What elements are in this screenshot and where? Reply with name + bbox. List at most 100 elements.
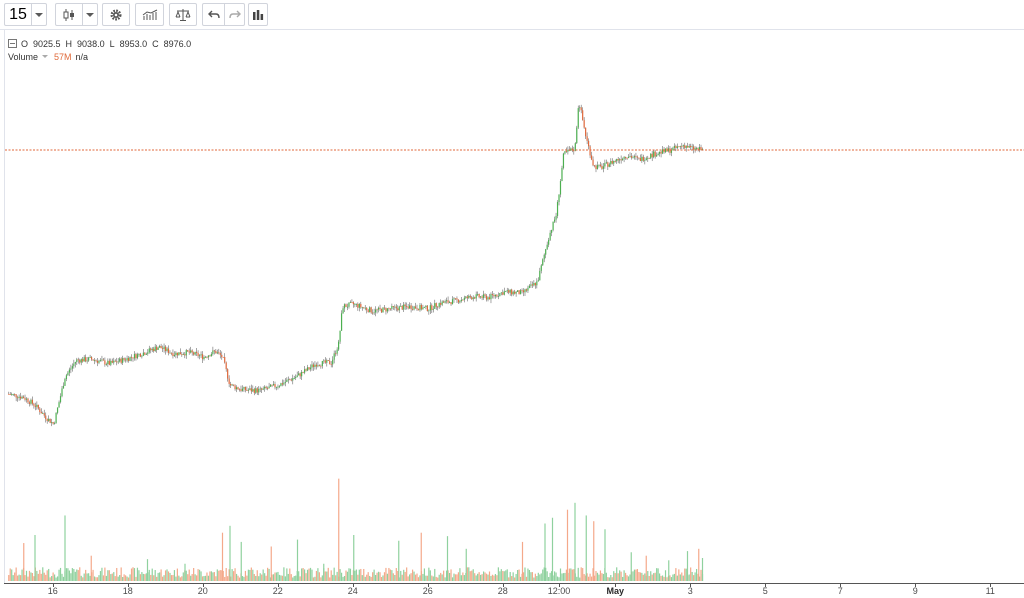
volume-bar [376,572,378,581]
volume-spike [544,523,546,581]
indicators-icon[interactable] [135,3,164,26]
candle-down [104,360,106,365]
candle-up [235,387,238,390]
volume-spike [398,540,400,581]
volume-bar [586,573,588,581]
candle-down [320,365,322,367]
candle-down [85,357,87,362]
interval-selector[interactable]: 15 [4,3,47,26]
volume-bar [274,572,276,581]
candle-up [204,356,207,358]
volume-bar [116,567,118,581]
volume-bar [509,572,511,581]
volume-bar [339,569,341,581]
volume-bar [543,567,545,581]
volume-bar [516,569,519,581]
collapse-legend-icon[interactable] [8,39,17,48]
volume-bar [17,575,19,581]
bar-chart-icon[interactable] [248,3,268,26]
volume-bar [82,577,84,581]
volume-bar [386,573,389,581]
volume-bar [636,569,639,581]
candle-up [536,281,538,286]
candle-up [505,291,507,293]
candle-up [21,396,23,399]
volume-bar [583,574,585,581]
low-label: L [109,38,115,49]
chart-pane[interactable] [4,30,1024,583]
volume-bar [549,572,551,581]
candle-down [191,350,193,353]
volume-label[interactable]: Volume [8,51,39,62]
candle-up [348,302,350,307]
volume-spike [446,536,449,581]
interval-value[interactable]: 15 [9,5,27,23]
candlestick-icon[interactable] [56,4,82,25]
candle-up [509,289,511,293]
candle-down [45,415,47,420]
price-chart[interactable] [5,30,1024,583]
time-tick-mark [202,584,204,587]
chevron-down-icon[interactable] [31,4,46,25]
chart-toolbar: 15 [0,0,1024,30]
volume-bar [500,569,502,581]
candle-down [144,352,146,355]
candle-up [602,166,604,169]
candle-down [630,156,633,158]
close-label: C [152,38,159,49]
volume-bar [659,573,661,581]
candle-up [386,308,389,312]
undo-icon[interactable] [203,4,224,25]
volume-bar [632,571,634,581]
volume-bar [43,572,45,581]
candle-down [426,305,428,312]
candle-up [400,305,402,307]
volume-bar [262,569,264,581]
volume-bar [161,576,164,581]
volume-bar [324,571,326,581]
volume-bar [357,574,359,581]
chevron-down-icon[interactable] [82,4,97,25]
time-tick-label: 20 [197,586,208,596]
volume-bar [80,575,82,581]
volume-spike [64,515,66,581]
candle-up [133,354,136,359]
candle-up [138,353,140,355]
redo-icon[interactable] [224,4,244,25]
chart-type-selector[interactable] [55,3,98,26]
volume-bar [469,571,471,581]
volume-bar [389,569,391,581]
candle-up [332,359,334,365]
time-axis[interactable]: 16 18 20 22 24 26 28 12:00 May 3 5 7 9 11 [4,583,1024,598]
candle-up [99,360,102,361]
compare-icon[interactable] [169,3,197,26]
volume-bar [228,569,230,581]
candle-up [619,159,621,161]
candle-up [519,290,522,295]
candle-down [19,396,22,399]
volume-spike [90,555,92,581]
volume-bar [480,574,482,581]
volume-bar [624,572,627,581]
candle-down [531,284,533,286]
gear-icon[interactable] [102,3,130,26]
volume-bar [25,570,28,581]
volume-bar [28,570,31,581]
candle-up [278,386,281,387]
volume-bar [642,574,644,581]
volume-bar [419,575,421,581]
volume-bar [95,577,97,581]
candle-down [139,353,141,357]
volume-extra: n/a [75,51,89,62]
candle-down [414,306,417,309]
candle-up [272,384,275,386]
volume-bar [472,569,474,581]
volume-bar [113,572,115,581]
candle-up [555,215,557,220]
volume-bar [182,572,184,581]
candle-down [329,360,331,365]
chevron-down-icon[interactable] [42,55,49,58]
volume-bar [148,569,150,581]
candle-up [64,379,66,386]
candle-down [447,300,449,303]
